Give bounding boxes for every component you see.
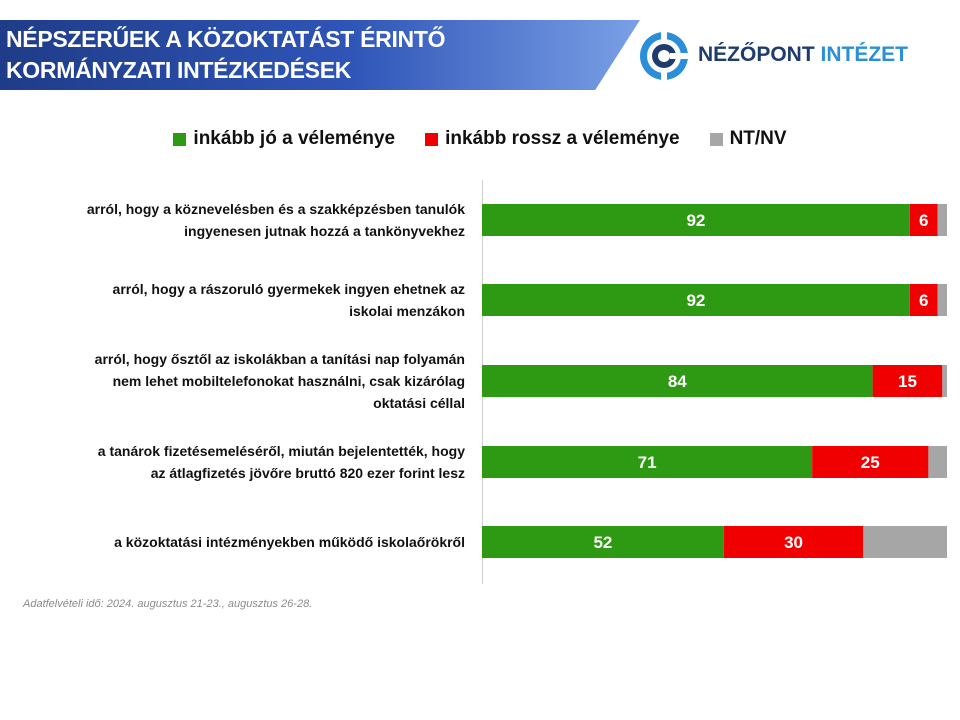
data-label: 71: [638, 453, 657, 472]
category-label: arról, hogy a köznevelésben és a szakkép…: [15, 198, 465, 242]
legend-item: NT/NV: [709, 128, 787, 150]
legend-label: inkább rossz a véleménye: [445, 128, 680, 149]
nezopont-logo: NÉZŐPONT INTÉZET: [638, 30, 938, 82]
legend-item: inkább jó a véleménye: [173, 128, 395, 150]
legend-swatch: [173, 132, 187, 146]
data-label: 30: [784, 533, 803, 552]
source-note: Adatfelvételi idő: 2024. augusztus 21-23…: [23, 598, 313, 610]
chart-legend: inkább jó a véleménye inkább rossz a véle…: [0, 128, 960, 150]
bar-segment: [863, 526, 947, 558]
category-label-line: ingyenesen jutnak hozzá a tankönyvekhez: [184, 223, 465, 239]
bar-segment: [723, 526, 864, 558]
title-line-2: KORMÁNYZATI INTÉZKEDÉSEK: [6, 57, 352, 83]
title-banner: [0, 20, 640, 90]
data-label: 92: [686, 291, 705, 310]
legend-swatch: [425, 132, 439, 146]
nezopont-logo-icon: [640, 32, 690, 80]
data-label: 52: [593, 533, 612, 552]
bar-segment: [942, 365, 947, 397]
data-label: 6: [919, 291, 928, 310]
category-label-line: az átlagfizetés jövőre bruttó 820 ezer f…: [150, 465, 465, 481]
data-label: 92: [686, 211, 705, 230]
bar-segment: [482, 365, 873, 397]
category-label: arról, hogy ősztől az iskolákban a tanít…: [15, 348, 465, 414]
data-label: 6: [919, 211, 928, 230]
category-label-line: nem lehet mobiltelefonokat használni, cs…: [112, 373, 465, 389]
bar-segment: [482, 284, 910, 316]
category-label-line: oktatási céllal: [373, 395, 465, 411]
legend-label: inkább jó a véleménye: [193, 128, 396, 149]
bar-segment: [812, 446, 929, 478]
category-label-line: arról, hogy a rászoruló gyermekek ingyen…: [112, 281, 465, 297]
bar-segment: [909, 284, 938, 316]
data-label: 15: [898, 372, 917, 391]
title-line-1: NÉPSZERŰEK A KÖZOKTATÁST ÉRINTŐ: [6, 26, 446, 52]
legend-label: NT/NV: [729, 128, 787, 149]
bar-segment: [937, 204, 947, 236]
category-label: a közoktatási intézményekben működő isko…: [15, 531, 465, 553]
category-label-line: arról, hogy a köznevelésben és a szakkép…: [86, 201, 465, 217]
page-title: NÉPSZERŰEK A KÖZOKTATÁST ÉRINTŐ KORMÁNYZ…: [6, 24, 606, 86]
bar-segment: [872, 365, 943, 397]
logo-name: NÉZŐPONT: [698, 43, 815, 66]
logo-text: NÉZŐPONT INTÉZET: [698, 43, 908, 67]
category-label: a tanárok fizetésemeléséről, miután beje…: [15, 440, 465, 484]
bar-segment: [482, 446, 813, 478]
bar-segment: [937, 284, 947, 316]
category-label-line: a közoktatási intézményekben működő isko…: [114, 534, 465, 550]
data-label: 84: [668, 372, 687, 391]
category-label-line: iskolai menzákon: [349, 303, 465, 319]
bar-segment: [482, 204, 910, 236]
category-label: arról, hogy a rászoruló gyermekek ingyen…: [15, 278, 465, 322]
bar-segment: [909, 204, 938, 236]
legend-swatch: [709, 132, 723, 146]
category-label-line: a tanárok fizetésemeléséről, miután beje…: [97, 443, 465, 459]
bar-segment: [482, 526, 724, 558]
data-label: 25: [861, 453, 880, 472]
legend-item: inkább rossz a véleménye: [425, 128, 680, 150]
category-label-line: arról, hogy ősztől az iskolákban a tanít…: [94, 351, 465, 367]
bar-segment: [928, 446, 947, 478]
logo-accent: INTÉZET: [820, 43, 909, 66]
